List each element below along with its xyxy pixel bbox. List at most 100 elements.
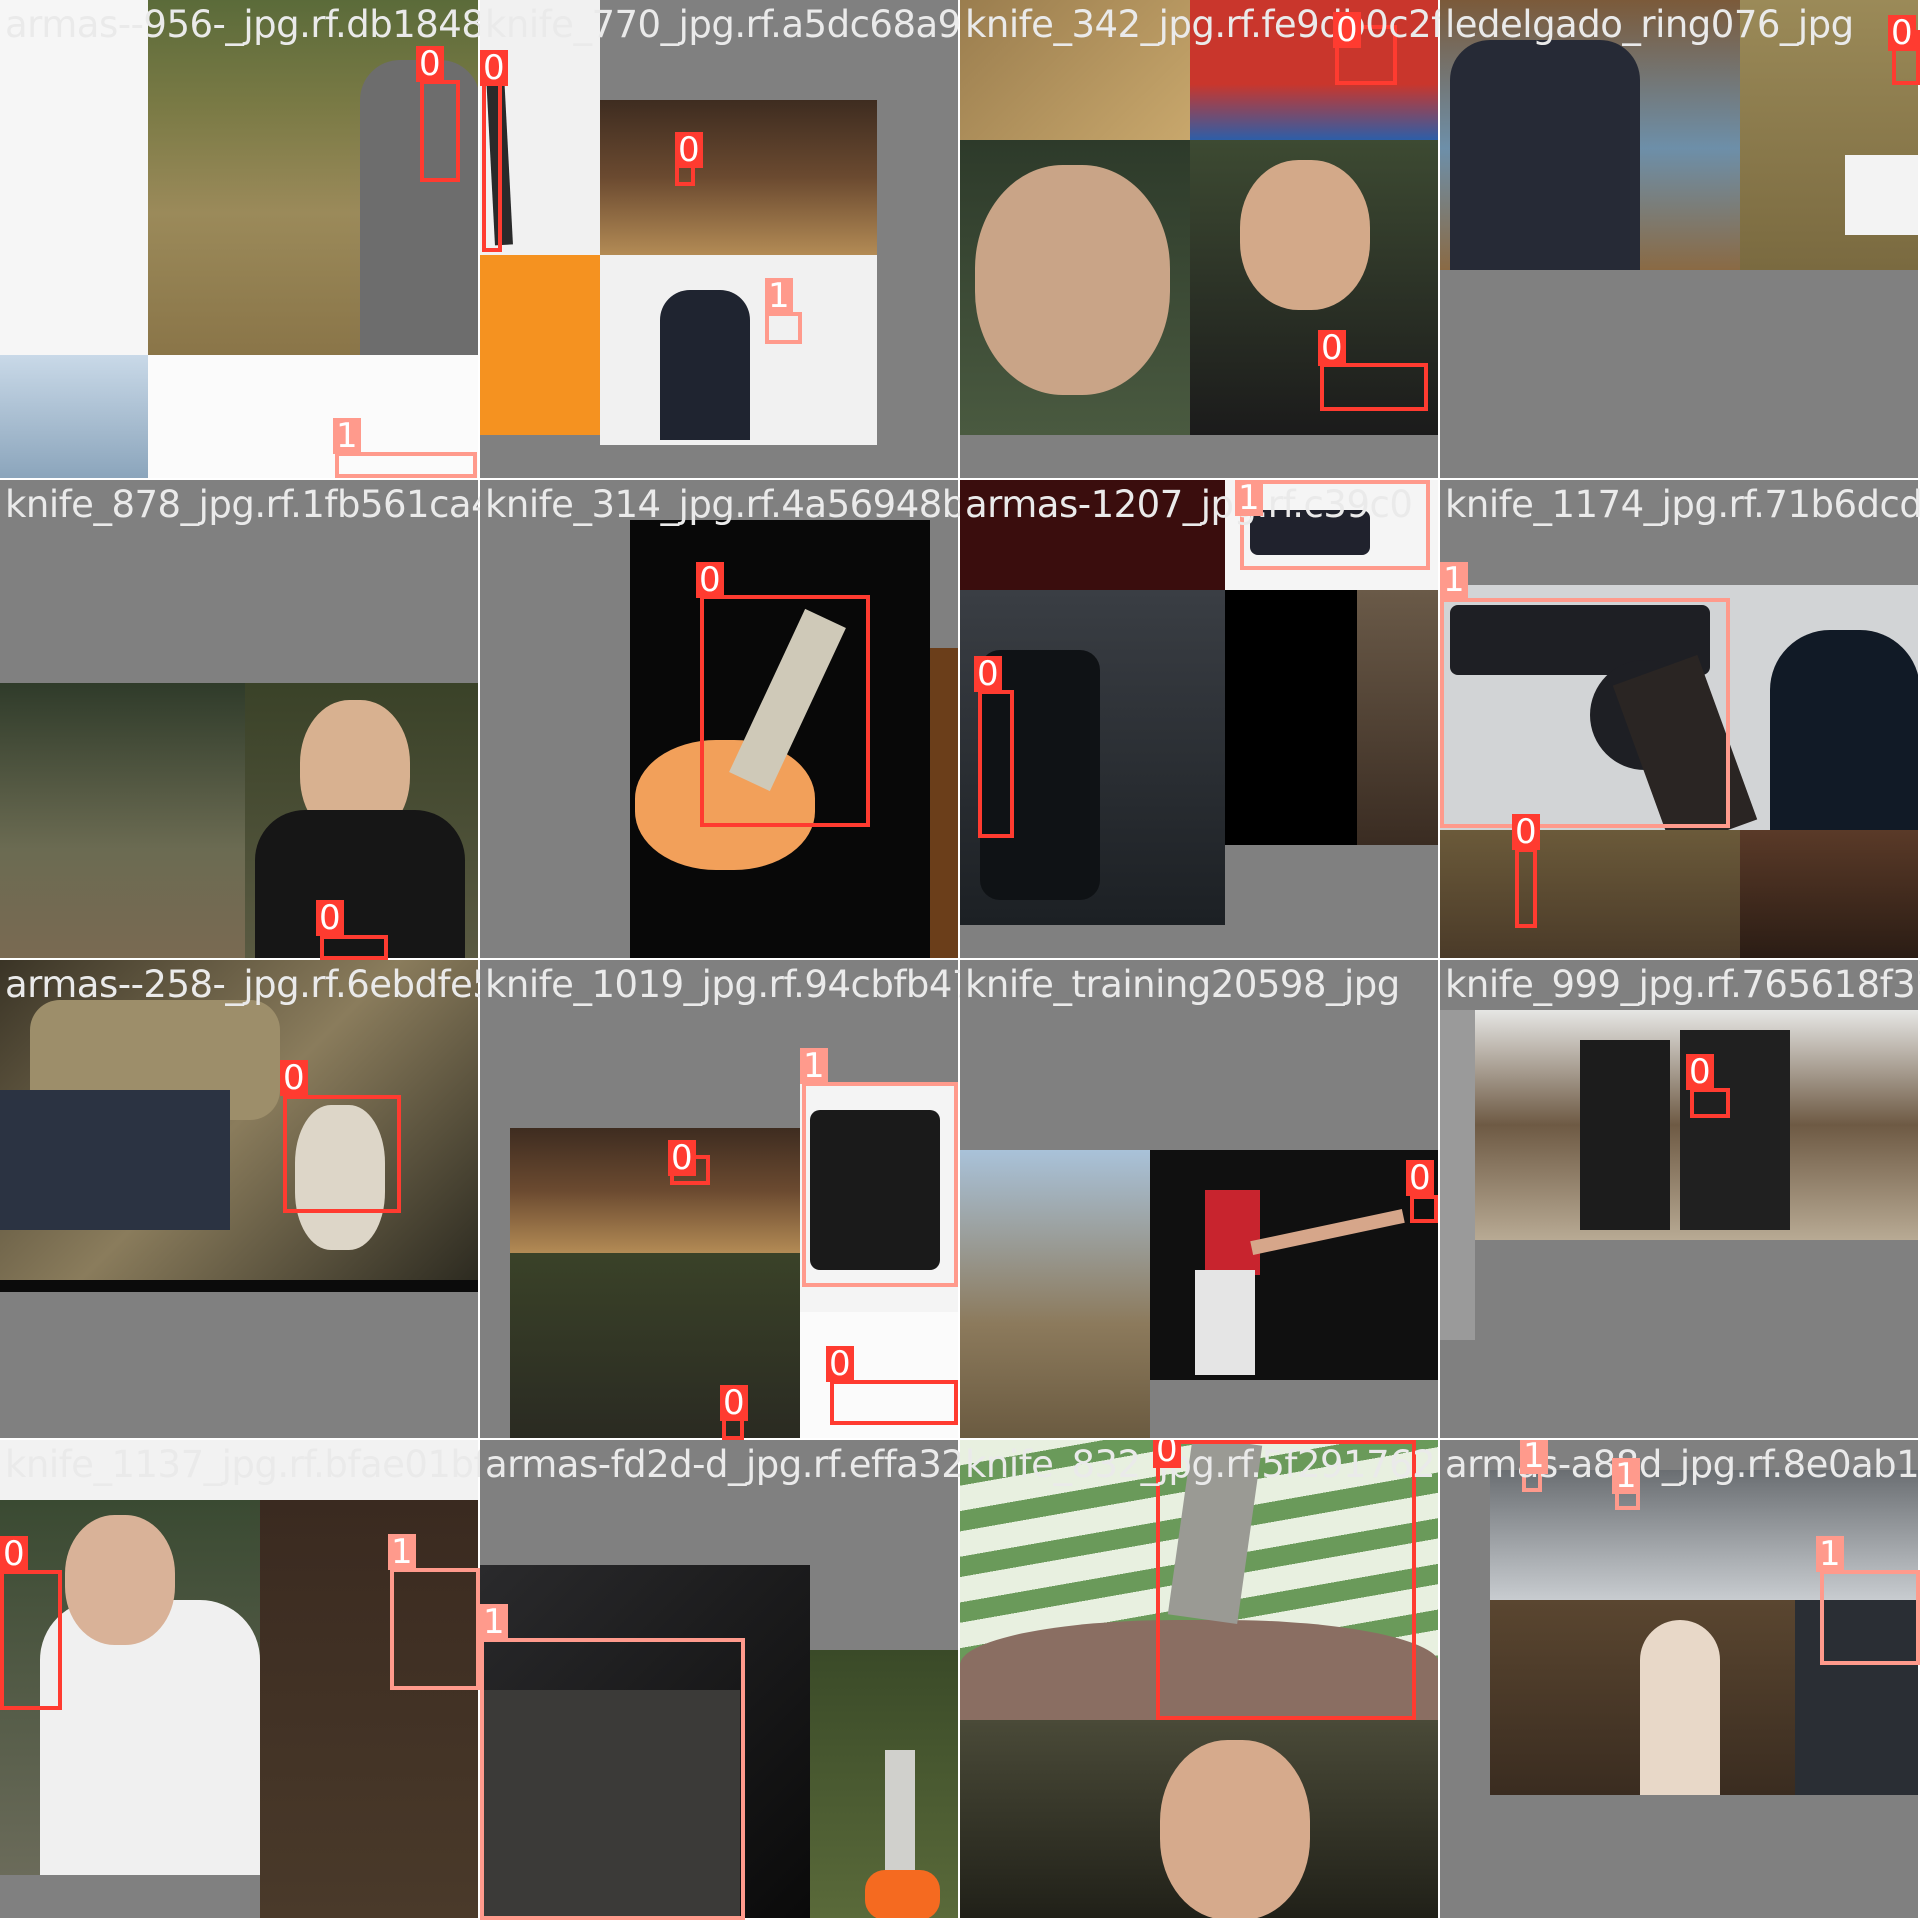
photo bbox=[1845, 155, 1920, 235]
class-label: 0 bbox=[1333, 12, 1361, 48]
photo bbox=[510, 1253, 800, 1440]
photo bbox=[1195, 1270, 1255, 1375]
class-label: 1 bbox=[333, 418, 361, 454]
mosaic-tile[interactable]: 0 knife_314_jpg.rf.4a56948b bbox=[480, 480, 960, 960]
photo bbox=[865, 1870, 940, 1920]
photo bbox=[1770, 630, 1920, 830]
photo bbox=[1150, 1150, 1440, 1380]
class-label: 1 bbox=[388, 1534, 416, 1570]
image-filename: knife_342_jpg.rf.fe9db0c2f7a bbox=[965, 3, 1440, 46]
class-label: 0 bbox=[675, 132, 703, 168]
photo bbox=[1450, 40, 1640, 270]
detection-box bbox=[700, 595, 870, 827]
class-label: 0 bbox=[826, 1346, 854, 1382]
class-label: 0 bbox=[1888, 15, 1916, 51]
photo bbox=[635, 740, 815, 870]
photo bbox=[0, 1090, 230, 1230]
photo bbox=[960, 1620, 1440, 1720]
detection-box bbox=[320, 935, 388, 960]
photo bbox=[660, 290, 750, 440]
photo bbox=[885, 1750, 915, 1880]
mosaic-tile[interactable]: 0 knife_training20598_jpg bbox=[960, 960, 1440, 1440]
mosaic-tile[interactable]: 0 1 0 0 knife_1019_jpg.rf.94cbfb47 bbox=[480, 960, 960, 1440]
mosaic-tile[interactable]: 1 armas-fd2d-d_jpg.rf.effa32a bbox=[480, 1440, 960, 1920]
photo bbox=[960, 480, 1225, 590]
photo bbox=[148, 355, 480, 480]
mosaic-tile[interactable]: 0 knife_878_jpg.rf.1fb561ca47 bbox=[0, 480, 480, 960]
photo bbox=[960, 1150, 1150, 1440]
mosaic-tile[interactable]: 1 0 armas-1207_jpg.rf.c39c0 bbox=[960, 480, 1440, 960]
photo bbox=[260, 1500, 480, 1920]
mosaic-tile[interactable]: 1 0 knife_1174_jpg.rf.71b6dcd9 bbox=[1440, 480, 1920, 960]
mosaic-tile[interactable]: 0 knife_999_jpg.rf.765618f312 bbox=[1440, 960, 1920, 1440]
photo bbox=[1440, 1010, 1475, 1340]
class-label: 1 bbox=[480, 1604, 508, 1640]
photo bbox=[1490, 1470, 1920, 1600]
mosaic-tile[interactable]: 0 0 1 knife_770_jpg.rf.a5dc68a9e bbox=[480, 0, 960, 480]
image-filename: armas--258-_jpg.rf.6ebdfe5d bbox=[5, 963, 480, 1006]
mosaic-tile[interactable]: 1 1 1 armas-a88d_jpg.rf.8e0ab1f1 bbox=[1440, 1440, 1920, 1920]
image-filename: armas--956-_jpg.rf.db1848f5 bbox=[5, 3, 480, 46]
class-label: 0 bbox=[280, 1060, 308, 1096]
detection-box bbox=[1240, 480, 1430, 570]
photo bbox=[0, 355, 148, 480]
class-label: 0 bbox=[1153, 1440, 1181, 1468]
mosaic-tile[interactable]: 0 knife_832_jpg.rf.5f291762 bbox=[960, 1440, 1440, 1920]
image-filename: knife_999_jpg.rf.765618f312 bbox=[1445, 963, 1920, 1006]
class-label: 1 bbox=[1816, 1536, 1844, 1572]
class-label: 0 bbox=[416, 46, 444, 82]
detection-box bbox=[1410, 1195, 1438, 1223]
detection-box bbox=[1690, 1088, 1730, 1118]
photo bbox=[1357, 590, 1440, 845]
image-filename: knife_878_jpg.rf.1fb561ca47 bbox=[5, 483, 480, 526]
class-label: 1 bbox=[1235, 480, 1263, 516]
photo bbox=[65, 1515, 175, 1645]
detection-box bbox=[765, 312, 802, 344]
image-filename: knife_1137_jpg.rf.bfae01bf6 bbox=[5, 1443, 480, 1486]
class-label: 0 bbox=[0, 1536, 28, 1572]
photo bbox=[930, 648, 960, 960]
class-label: 0 bbox=[1406, 1160, 1434, 1196]
detection-box bbox=[390, 1568, 480, 1690]
class-label: 0 bbox=[696, 562, 724, 598]
photo bbox=[0, 0, 148, 355]
class-label: 0 bbox=[1318, 330, 1346, 366]
mosaic-tile[interactable]: 0 1 armas--956-_jpg.rf.db1848f5 bbox=[0, 0, 480, 480]
photo bbox=[1205, 1190, 1260, 1275]
mosaic-tile[interactable]: 0 ledelgado_ring076_jpg bbox=[1440, 0, 1920, 480]
class-label: 0 bbox=[480, 50, 508, 86]
mosaic-tile[interactable]: 0 0 knife_342_jpg.rf.fe9db0c2f7a bbox=[960, 0, 1440, 480]
detection-box bbox=[420, 80, 460, 182]
photo bbox=[1640, 1620, 1720, 1795]
image-filename: armas-1207_jpg.rf.c39c0 bbox=[965, 483, 1413, 526]
detection-box bbox=[482, 82, 502, 252]
photo bbox=[480, 255, 600, 435]
image-filename: knife_832_jpg.rf.5f291762 bbox=[965, 1443, 1436, 1486]
class-label: 1 bbox=[765, 278, 793, 314]
class-label: 0 bbox=[316, 900, 344, 936]
photo bbox=[0, 683, 245, 960]
photo bbox=[600, 100, 877, 255]
mosaic-tile[interactable]: 0 armas--258-_jpg.rf.6ebdfe5d bbox=[0, 960, 480, 1440]
image-filename: knife_1019_jpg.rf.94cbfb47 bbox=[485, 963, 960, 1006]
image-filename: knife_314_jpg.rf.4a56948b bbox=[485, 483, 960, 526]
photo bbox=[1160, 1740, 1310, 1920]
class-label: 0 bbox=[720, 1385, 748, 1421]
detection-box bbox=[830, 1380, 958, 1425]
class-label: 0 bbox=[1686, 1054, 1714, 1090]
mosaic-tile[interactable]: 0 1 knife_1137_jpg.rf.bfae01bf6 bbox=[0, 1440, 480, 1920]
photo bbox=[810, 1110, 940, 1270]
image-filename: knife_training20598_jpg bbox=[965, 963, 1400, 1006]
photo bbox=[0, 1280, 480, 1292]
photo bbox=[480, 1690, 740, 1920]
class-label: 1 bbox=[1440, 562, 1468, 598]
detection-box bbox=[335, 452, 477, 478]
detection-box bbox=[283, 1095, 401, 1213]
class-label: 1 bbox=[1612, 1458, 1640, 1494]
photo bbox=[1795, 1600, 1920, 1795]
detection-box bbox=[1335, 25, 1397, 85]
photo bbox=[40, 1600, 260, 1875]
class-label: 1 bbox=[1520, 1440, 1548, 1474]
photo bbox=[1250, 510, 1370, 555]
